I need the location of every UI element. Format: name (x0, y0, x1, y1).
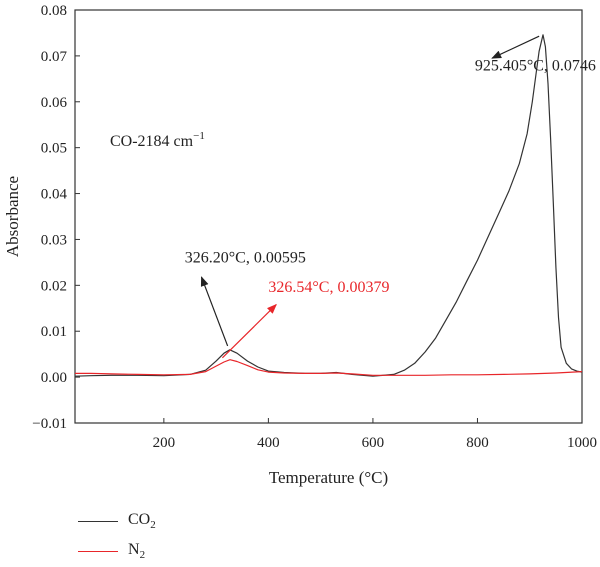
y-tick-label: 0.03 (41, 232, 67, 248)
band-annotation: CO-2184 cm−1 (110, 130, 205, 150)
y-tick-label: 0.01 (41, 324, 67, 340)
y-tick-label: 0.05 (41, 141, 67, 157)
plot-frame (74, 9, 583, 424)
annotation-label-0: 925.405°C, 0.0746 (475, 58, 596, 75)
x-tick-label: 600 (362, 435, 385, 451)
legend-swatch-n2 (78, 550, 118, 552)
annotation-label-1: 326.20°C, 0.00595 (185, 249, 306, 266)
x-tick-label: 400 (257, 435, 280, 451)
series-line-co2 (74, 34, 583, 377)
y-tick-label: −0.01 (32, 416, 67, 432)
legend-item-n2: N2 (78, 536, 156, 566)
legend: CO2 N2 (78, 506, 156, 566)
y-axis-label: Absorbance (3, 176, 22, 257)
y-tick-label: 0.06 (41, 95, 68, 111)
legend-item-co2: CO2 (78, 506, 156, 536)
y-tick-label: 0.07 (41, 49, 68, 65)
annotation-arrow-n2 (221, 303, 277, 359)
x-tick-label: 1000 (567, 435, 597, 451)
x-tick-label: 800 (466, 435, 489, 451)
annotation-arrow-co2-peak (491, 35, 540, 59)
annotation-label-2: 326.54°C, 0.00379 (268, 279, 389, 296)
legend-label-co2: CO2 (128, 510, 156, 532)
x-tick-label: 200 (153, 435, 176, 451)
y-tick-label: 0.00 (41, 370, 67, 386)
x-axis-label: Temperature (°C) (269, 468, 388, 487)
series-line-n2 (75, 359, 583, 376)
legend-label-n2: N2 (128, 540, 146, 562)
annotation-layer: 925.405°C, 0.0746 326.20°C, 0.00595 326.54… (185, 35, 596, 359)
plot-axes: 200 400 600 800 1000 −0.01 0.00 0.01 0.02 0.03 0.0… (32, 3, 597, 451)
y-tick-label: 0.02 (41, 278, 67, 294)
annotation-arrow-co2-low (200, 276, 229, 347)
legend-swatch-co2 (78, 520, 118, 522)
y-tick-label: 0.08 (41, 3, 67, 19)
y-tick-label: 0.04 (41, 187, 68, 203)
series-layer (74, 34, 583, 377)
